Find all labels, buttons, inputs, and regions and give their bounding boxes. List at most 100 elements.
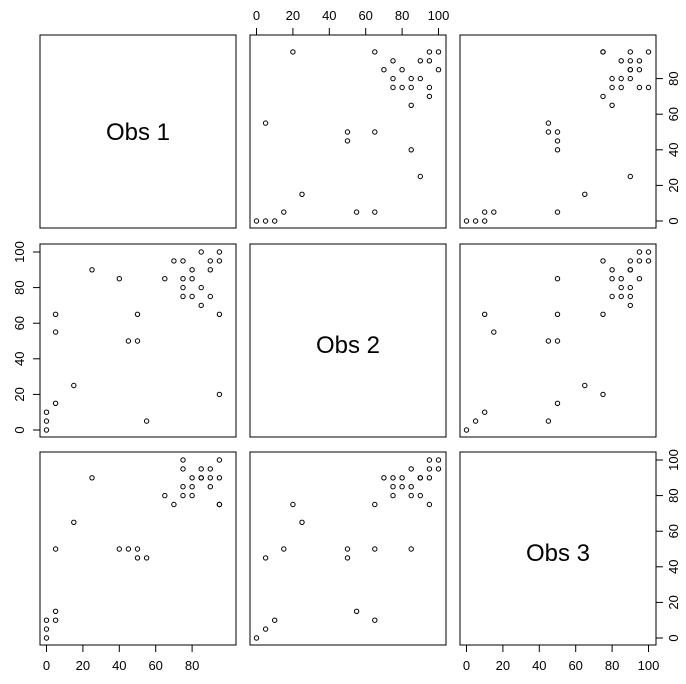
data-point (180, 457, 186, 463)
data-point (545, 418, 552, 424)
data-point (43, 427, 50, 433)
data-point (381, 67, 387, 73)
data-point (627, 284, 633, 291)
data-point (43, 626, 50, 632)
data-point (435, 457, 442, 463)
data-point (216, 391, 223, 398)
x-tick-label: 80 (185, 658, 199, 673)
data-point (645, 258, 652, 264)
data-point (116, 276, 123, 282)
data-point (417, 492, 423, 499)
data-point (189, 267, 195, 273)
data-point (52, 311, 59, 317)
data-point (399, 475, 405, 481)
data-point (554, 147, 561, 153)
data-point (618, 84, 624, 91)
data-point (143, 418, 150, 424)
data-point (344, 138, 351, 144)
x-tick-label: 100 (638, 658, 660, 673)
data-point (545, 120, 552, 126)
data-point (353, 608, 360, 614)
data-point (299, 191, 305, 198)
data-point (417, 173, 423, 180)
data-point (482, 209, 488, 215)
data-point (627, 302, 633, 309)
data-point (262, 218, 269, 224)
data-point (134, 311, 141, 317)
data-point (171, 501, 177, 508)
data-point (372, 617, 378, 623)
x-tick-label: 60 (148, 658, 162, 673)
data-point (134, 555, 141, 561)
data-point (381, 475, 387, 481)
data-point (554, 311, 561, 317)
data-point (189, 492, 195, 499)
data-point (198, 475, 204, 481)
x-tick-label: 0 (253, 8, 260, 23)
y-axis-ticks-right-row3: 0 20 40 60 80 100 (666, 449, 681, 641)
data-point (399, 67, 405, 73)
data-point (372, 209, 378, 215)
panel-3-1 (39, 451, 237, 646)
data-point (344, 546, 351, 552)
diag-label-obs2: Obs 2 (316, 332, 380, 359)
data-point (180, 293, 186, 300)
data-point (435, 466, 442, 472)
y-axis-ticks-right-row1: 0 20 40 60 80 (666, 71, 681, 224)
data-point (636, 58, 643, 64)
y-tick-label: 0 (12, 426, 27, 433)
data-point (408, 75, 414, 82)
x-tick-label: 80 (605, 658, 619, 673)
data-point (262, 555, 269, 561)
data-point (645, 84, 652, 91)
data-point (390, 475, 396, 481)
data-point (180, 484, 186, 490)
data-point (609, 84, 615, 91)
x-tick-label: 20 (286, 8, 300, 23)
data-point (554, 276, 561, 282)
data-point (435, 67, 442, 73)
y-tick-label: 80 (666, 71, 681, 85)
data-point (408, 102, 414, 109)
data-point (618, 284, 624, 291)
data-point (390, 75, 396, 82)
data-point (554, 129, 561, 135)
data-point (645, 49, 652, 55)
y-tick-label: 0 (666, 634, 681, 641)
x-axis-ticks-bottom-col1: 0 20 40 60 80 (43, 658, 199, 673)
data-point (189, 484, 195, 490)
data-point (180, 284, 186, 291)
data-point (399, 84, 405, 91)
data-point (408, 546, 414, 552)
data-point (609, 267, 615, 273)
data-point (545, 338, 552, 344)
x-tick-label: 40 (322, 8, 336, 23)
data-point (636, 67, 643, 73)
data-point (426, 93, 433, 100)
x-tick-label: 80 (395, 8, 409, 23)
data-point (281, 209, 287, 215)
data-point (180, 492, 186, 499)
data-point (43, 409, 50, 415)
y-tick-label: 60 (666, 524, 681, 538)
data-point (198, 249, 204, 255)
data-point (463, 427, 470, 433)
data-point (180, 276, 186, 282)
data-point (207, 475, 214, 481)
data-point (417, 75, 423, 82)
data-point (299, 519, 305, 525)
y-tick-label: 20 (666, 595, 681, 609)
data-point (645, 249, 652, 255)
data-point (125, 338, 132, 344)
panel-3-3 (459, 451, 657, 646)
data-point (134, 338, 141, 344)
data-point (216, 249, 223, 255)
data-point (189, 276, 195, 282)
data-point (216, 501, 223, 508)
data-point (272, 617, 278, 623)
data-point (426, 49, 433, 55)
data-point (636, 249, 643, 255)
data-point (491, 329, 497, 335)
data-point (627, 293, 633, 300)
